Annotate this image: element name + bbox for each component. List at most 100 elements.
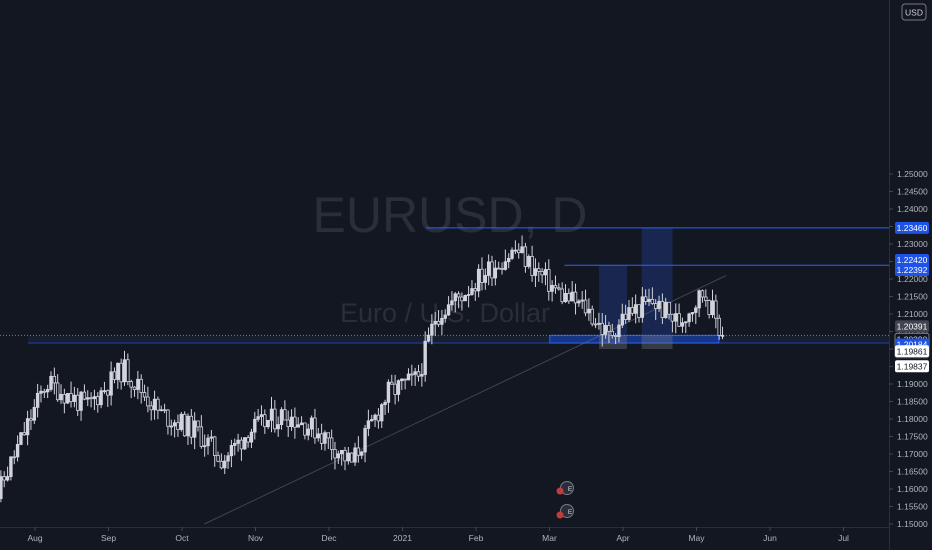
svg-text:E: E bbox=[568, 486, 573, 493]
support-zone bbox=[27, 335, 889, 343]
candle-body bbox=[547, 269, 551, 292]
candle-body bbox=[142, 392, 147, 398]
candle-body bbox=[126, 359, 130, 383]
price-tick-label: 1.17500 bbox=[897, 432, 928, 442]
candle-body bbox=[119, 362, 123, 383]
candle-body bbox=[563, 292, 568, 303]
candle-body bbox=[15, 444, 20, 458]
event-marker[interactable]: E bbox=[556, 504, 574, 519]
candle-body bbox=[266, 419, 270, 428]
candle-body bbox=[650, 298, 655, 304]
candle-body bbox=[146, 396, 150, 407]
time-tick-label: May bbox=[688, 533, 705, 543]
candle-body bbox=[393, 383, 397, 395]
candle-body bbox=[229, 445, 234, 457]
candle-body bbox=[573, 291, 578, 304]
candle-body bbox=[603, 325, 608, 335]
candle-body bbox=[643, 296, 648, 302]
candle-body bbox=[233, 443, 237, 446]
price-tag-background bbox=[895, 221, 929, 234]
candle-body bbox=[443, 314, 447, 319]
candle-body bbox=[159, 409, 163, 412]
candle-body bbox=[176, 422, 180, 430]
price-axis[interactable]: 1.15000 1.15500 1.16000 1.16500 1.17000 1.175… bbox=[889, 0, 930, 550]
candle-body bbox=[697, 290, 701, 309]
candle-body bbox=[633, 304, 638, 314]
candle-body bbox=[667, 301, 671, 315]
candle-body bbox=[690, 312, 695, 315]
candle-body bbox=[473, 288, 477, 292]
currency-button[interactable]: USD bbox=[901, 3, 927, 21]
candle-body bbox=[664, 301, 668, 318]
time-axis-ticks: Aug Sep Oct Nov Dec 2021 Feb Mar Apr May Jun Jul bbox=[27, 527, 849, 543]
price-tag-label: 1.23460 bbox=[897, 223, 928, 233]
price-tick-label: 1.16500 bbox=[897, 467, 928, 477]
candle-body bbox=[517, 249, 521, 253]
candle-body bbox=[122, 359, 127, 383]
event-marker[interactable]: E bbox=[556, 481, 574, 495]
candle-body bbox=[700, 290, 705, 298]
price-tag-label: 1.19861 bbox=[897, 346, 928, 356]
candle-body bbox=[694, 307, 698, 313]
candle-body bbox=[370, 419, 374, 422]
candle-body bbox=[109, 371, 113, 396]
candle-body bbox=[496, 267, 501, 270]
candle-body bbox=[106, 390, 110, 396]
price-tick-label: 1.18000 bbox=[897, 414, 928, 424]
candle-body bbox=[25, 418, 30, 436]
candle-body bbox=[704, 296, 708, 301]
projection-box-stop bbox=[599, 335, 627, 349]
candle-body bbox=[62, 394, 67, 404]
candle-body bbox=[507, 258, 511, 263]
candle-body bbox=[152, 398, 157, 411]
candle-body bbox=[2, 476, 6, 481]
price-tick-label: 1.24000 bbox=[897, 204, 928, 214]
candle-body bbox=[323, 432, 327, 444]
price-tag-background bbox=[895, 345, 929, 358]
candle-body bbox=[670, 313, 675, 322]
candle-body bbox=[253, 418, 257, 433]
candle-body bbox=[45, 389, 50, 393]
price-tick-label: 1.18500 bbox=[897, 397, 928, 407]
candle-body bbox=[553, 285, 558, 289]
price-tick-label: 1.15500 bbox=[897, 502, 928, 512]
candle-body bbox=[349, 452, 354, 463]
candle-body bbox=[299, 422, 304, 426]
time-tick-label: 2021 bbox=[393, 533, 412, 543]
candle-body bbox=[79, 391, 83, 411]
svg-text:E: E bbox=[568, 509, 573, 516]
candle-body bbox=[239, 439, 244, 450]
candle-body bbox=[112, 371, 117, 380]
price-tick-label: 1.15000 bbox=[897, 519, 928, 529]
candle-body bbox=[533, 268, 538, 276]
candle-body bbox=[436, 320, 441, 325]
candle-body bbox=[116, 362, 120, 380]
candle-body bbox=[607, 325, 611, 332]
candle-body bbox=[406, 373, 411, 381]
candle-body bbox=[460, 296, 464, 302]
candle-body bbox=[172, 422, 177, 427]
price-tag-label: 1.20184 bbox=[897, 340, 928, 350]
candle-body bbox=[687, 313, 691, 323]
candle-body bbox=[386, 381, 391, 403]
candle-body bbox=[243, 437, 247, 450]
time-axis[interactable]: Aug Sep Oct Nov Dec 2021 Feb Mar Apr May Jun Jul bbox=[0, 527, 889, 543]
candle-body bbox=[587, 308, 591, 314]
time-tick-label: Sep bbox=[101, 533, 116, 543]
candle-body bbox=[476, 268, 481, 292]
candle-body bbox=[493, 267, 498, 279]
price-tag-background bbox=[895, 254, 929, 266]
candle-body bbox=[623, 313, 628, 320]
candle-body bbox=[32, 406, 36, 421]
candle-body bbox=[486, 261, 491, 276]
time-tick-label: Aug bbox=[27, 533, 42, 543]
candle-body bbox=[283, 409, 287, 421]
candle-body bbox=[510, 249, 514, 259]
candle-body bbox=[500, 268, 504, 270]
candle-body bbox=[66, 393, 70, 404]
candle-body bbox=[527, 256, 531, 267]
candle-body bbox=[316, 433, 320, 439]
candle-body bbox=[19, 432, 23, 445]
candle-body bbox=[630, 307, 635, 314]
